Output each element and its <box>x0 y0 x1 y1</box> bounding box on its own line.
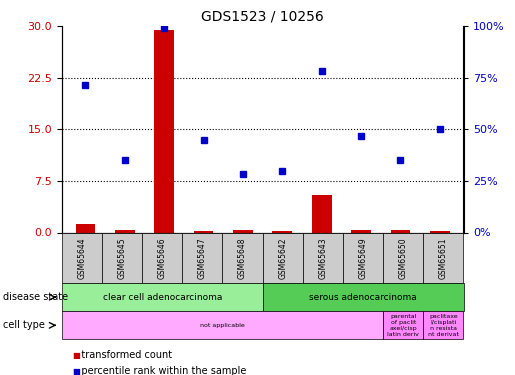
Bar <box>76 224 95 232</box>
Bar <box>312 195 332 232</box>
Text: GSM65651: GSM65651 <box>439 237 448 279</box>
Text: GSM65645: GSM65645 <box>117 237 127 279</box>
Text: GSM65644: GSM65644 <box>77 237 87 279</box>
Text: paclitaxe
l/cisplati
n resista
nt derivat: paclitaxe l/cisplati n resista nt deriva… <box>428 314 459 336</box>
Text: transformed count: transformed count <box>72 350 172 360</box>
Bar <box>115 230 134 232</box>
Text: disease state: disease state <box>3 292 67 302</box>
Bar <box>430 231 450 232</box>
Bar <box>391 230 410 232</box>
Text: ■: ■ <box>72 367 80 375</box>
Bar <box>272 231 292 232</box>
Text: parental
of paclit
axel/cisp
latin deriv: parental of paclit axel/cisp latin deriv <box>387 314 419 336</box>
Text: GSM65643: GSM65643 <box>318 237 328 279</box>
Text: GSM65647: GSM65647 <box>198 237 207 279</box>
Text: serous adenocarcinoma: serous adenocarcinoma <box>309 292 417 302</box>
Bar <box>351 230 371 232</box>
Text: cell type: cell type <box>3 320 44 330</box>
Text: GSM65646: GSM65646 <box>158 237 167 279</box>
Bar <box>194 231 213 232</box>
Bar <box>233 230 253 232</box>
Text: GSM65648: GSM65648 <box>238 237 247 279</box>
Text: percentile rank within the sample: percentile rank within the sample <box>72 366 247 375</box>
Text: GSM65642: GSM65642 <box>278 237 287 279</box>
Text: GSM65649: GSM65649 <box>358 237 368 279</box>
Title: GDS1523 / 10256: GDS1523 / 10256 <box>201 10 324 24</box>
Text: clear cell adenocarcinoma: clear cell adenocarcinoma <box>102 292 222 302</box>
Text: GSM65650: GSM65650 <box>399 237 408 279</box>
Text: ■: ■ <box>72 351 80 360</box>
Bar <box>154 30 174 232</box>
Text: not applicable: not applicable <box>200 323 245 328</box>
